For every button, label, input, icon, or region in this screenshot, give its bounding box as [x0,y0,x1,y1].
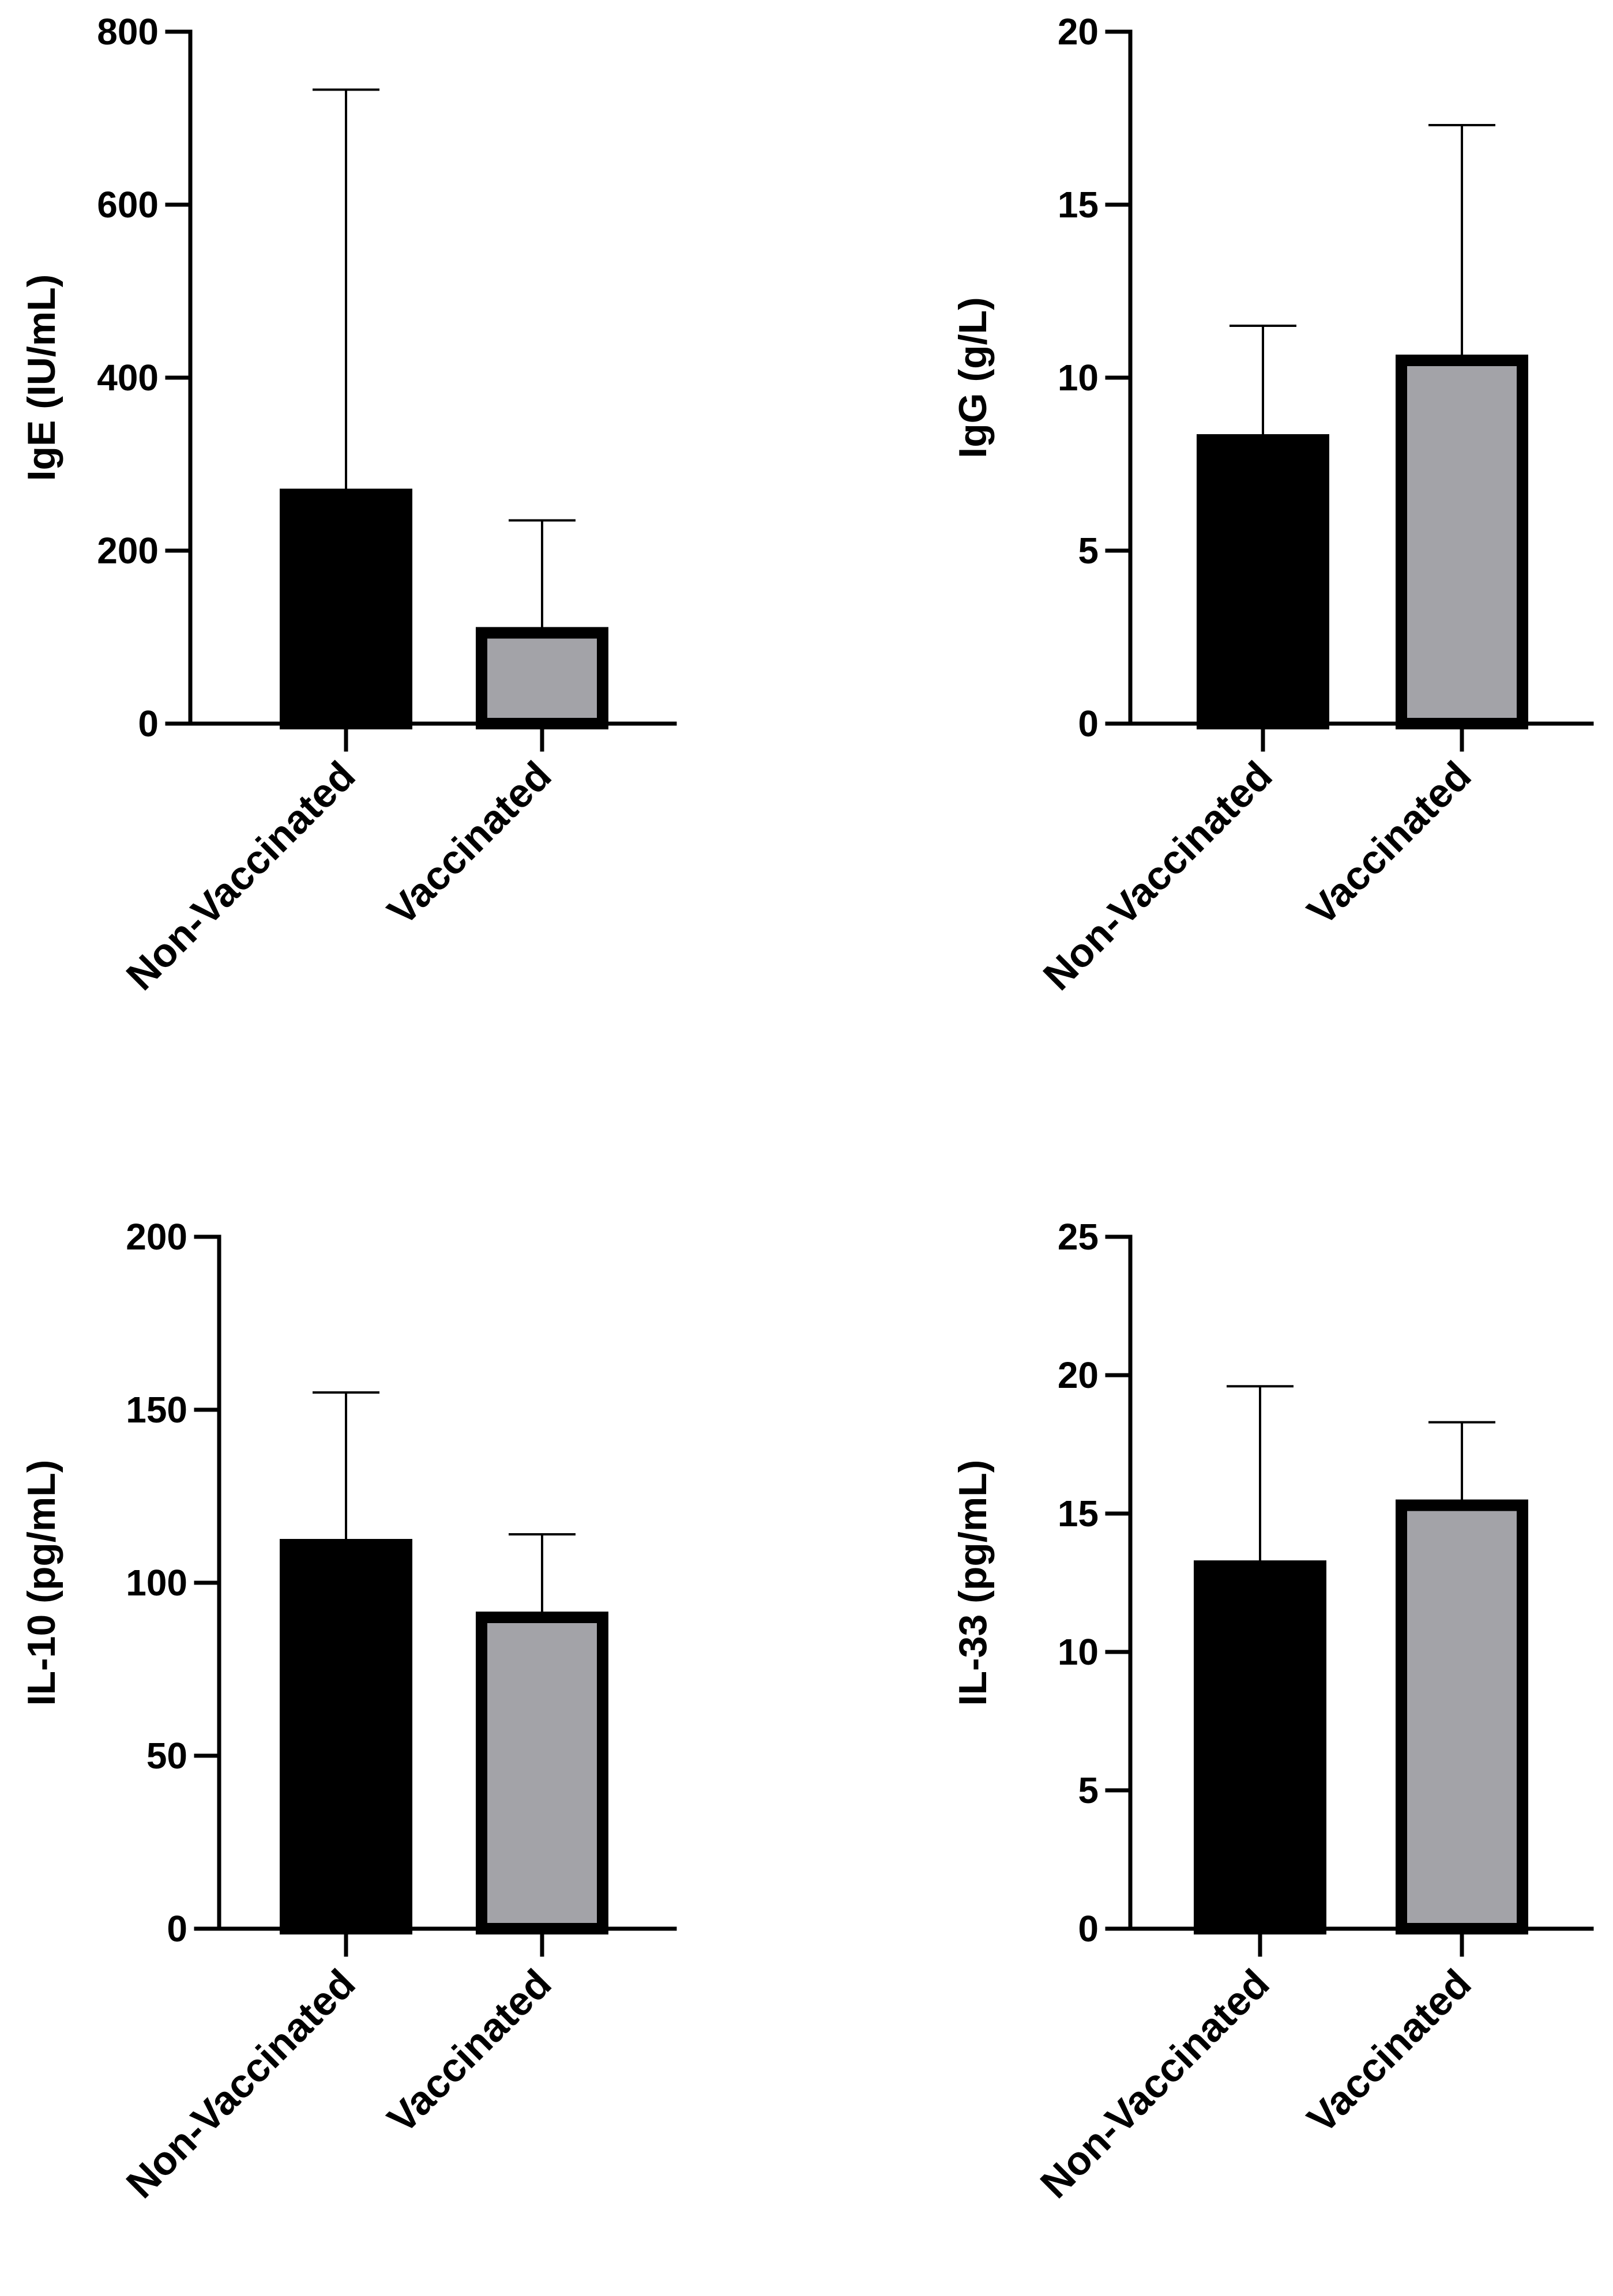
y-tick-label-igg-4: 20 [1058,11,1099,52]
y-tick-label-il33-1: 5 [1078,1770,1099,1811]
y-tick-label-il10-2: 100 [126,1562,187,1604]
y-tick-label-il33-0: 0 [1078,1908,1099,1949]
y-tick-label-il33-4: 20 [1058,1354,1099,1396]
panel-il33: 0 5 10 15 20 25 Non-Vaccinated Vaccinated IL-33 … [951,1216,1594,2207]
bar-il33-0 [1194,1560,1326,1934]
panel-il10: 0 50 100 150 200 Non-Vaccinated Vaccinated IL-1… [20,1216,677,2207]
panel-igg: 0 5 10 15 20 Non-Vaccinated Vaccinated IgG (g/L… [951,11,1594,999]
y-tick-label-il33-2: 10 [1058,1631,1099,1673]
category-label-il10-0: Non-Vaccinated [118,1960,363,2206]
y-tick-label-ige-0: 0 [138,703,159,744]
y-axis-title-il33: IL-33 (pg/mL) [951,1460,995,1706]
y-tick-label-il10-0: 0 [167,1908,187,1949]
bar-ige-0 [280,488,412,729]
bar-il10-1 [476,1612,608,1934]
y-tick-label-igg-1: 5 [1078,530,1099,571]
y-tick-label-il10-1: 50 [146,1735,187,1776]
y-tick-label-il33-3: 15 [1058,1493,1099,1534]
y-tick-label-igg-0: 0 [1078,703,1099,744]
y-tick-label-ige-2: 400 [97,357,159,398]
y-tick-label-ige-4: 800 [97,11,159,52]
y-tick-label-ige-1: 200 [97,530,159,571]
y-tick-label-il33-5: 25 [1058,1216,1099,1258]
bar-ige-1 [476,627,608,729]
y-tick-label-igg-3: 15 [1058,184,1099,225]
y-tick-label-igg-2: 10 [1058,357,1099,398]
y-axis-title-ige: IgE (IU/mL) [20,274,63,481]
category-label-igg-0: Non-Vaccinated [1035,752,1280,998]
bar-il33-1 [1396,1499,1528,1935]
category-label-il33-0: Non-Vaccinated [1032,1960,1277,2206]
y-axis-title-il10: IL-10 (pg/mL) [20,1460,63,1706]
y-tick-label-ige-3: 600 [97,184,159,225]
category-label-il10-1: Vaccinated [379,1960,560,2141]
y-tick-label-il10-4: 200 [126,1216,187,1258]
bar-igg-0 [1197,434,1329,729]
category-label-igg-1: Vaccinated [1299,752,1480,934]
category-label-ige-1: Vaccinated [379,752,560,934]
y-tick-label-il10-3: 150 [126,1389,187,1431]
y-axis-title-igg: IgG (g/L) [951,297,995,458]
category-label-ige-0: Non-Vaccinated [118,752,363,998]
panel-ige: 0 200 400 600 800 Non-Vaccinated Vaccinated IgE… [20,11,677,999]
category-label-il33-1: Vaccinated [1299,1960,1480,2141]
bar-il10-0 [280,1539,412,1934]
bar-igg-1 [1396,355,1528,729]
